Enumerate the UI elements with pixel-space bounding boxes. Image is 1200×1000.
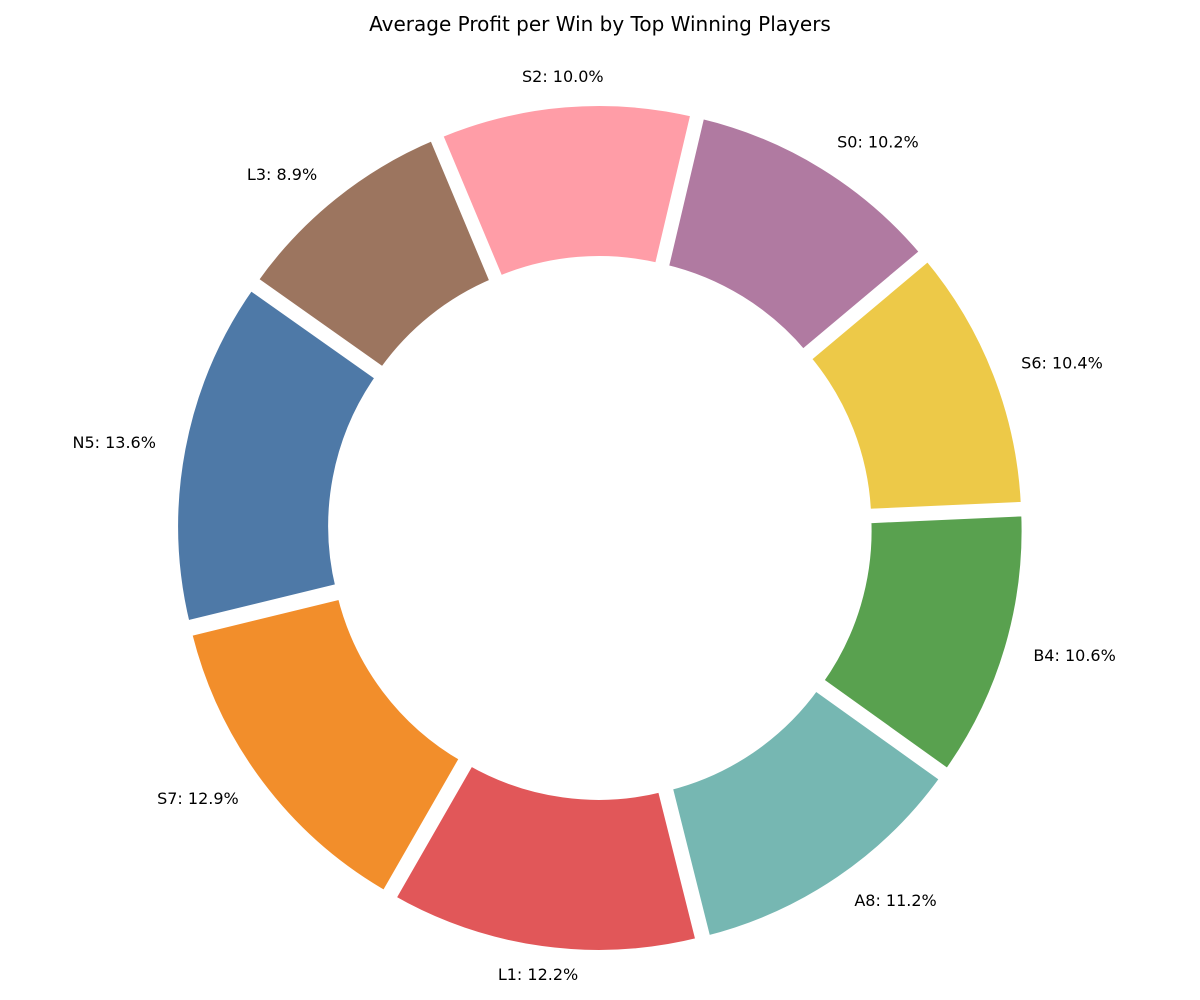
- slice-label-s0: S0: 10.2%: [837, 133, 919, 152]
- chart-title: Average Profit per Win by Top Winning Pl…: [369, 12, 831, 36]
- slice-a8: [663, 680, 950, 945]
- labels-layer: S0: 10.2% S2: 10.0% L3: 8.9% N5: 13.6% S7: 1…: [72, 67, 1115, 984]
- slice-s0: [659, 109, 930, 360]
- slice-label-s7: S7: 12.9%: [157, 789, 239, 808]
- slice-label-a8: A8: 11.2%: [854, 891, 936, 910]
- slice-label-s2: S2: 10.0%: [522, 67, 604, 86]
- slice-label-s6: S6: 10.4%: [1021, 353, 1103, 372]
- slice-s7: [183, 590, 470, 901]
- slice-n5: [170, 280, 386, 630]
- slice-l1: [386, 756, 705, 958]
- slices-layer: [170, 98, 1030, 958]
- slice-label-b4: B4: 10.6%: [1033, 646, 1115, 665]
- slice-s2: [433, 98, 700, 286]
- slice-label-n5: N5: 13.6%: [72, 433, 155, 452]
- slice-b4: [813, 508, 1030, 779]
- slice-label-l3: L3: 8.9%: [247, 165, 317, 184]
- slice-l3: [248, 131, 500, 377]
- slice-label-l1: L1: 12.2%: [498, 965, 578, 984]
- slice-s6: [801, 251, 1030, 518]
